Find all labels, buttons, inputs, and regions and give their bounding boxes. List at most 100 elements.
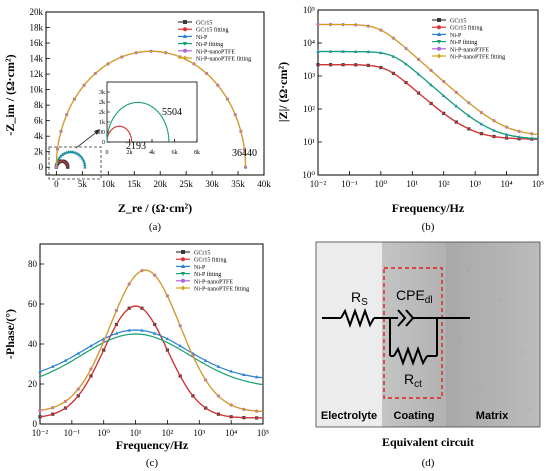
x-tick-label: 10¹ <box>406 179 418 189</box>
inset-y-tick-label: 3k <box>99 90 105 96</box>
legend-label-0: GCr15 <box>450 19 466 25</box>
y-tick-label: 60 <box>28 299 38 309</box>
bode-phase-point-4 <box>38 408 42 413</box>
y-tick-label: 2k <box>34 147 44 157</box>
x-tick-label: 10² <box>162 428 174 438</box>
y-tick-label: 0 <box>33 419 38 429</box>
x-tick-label: 2k <box>127 150 133 156</box>
annotation-5504: 5504 <box>162 107 182 118</box>
legend-label-5: Ni-P-nanoPTFE fitting <box>194 286 249 293</box>
inset-y-tick-label: 500 <box>96 130 105 136</box>
nyquist-point-4 <box>54 165 58 169</box>
bode-phase-line-2 <box>39 329 264 379</box>
coating-region <box>382 242 446 427</box>
bode-modulus-plot-frame <box>317 9 539 176</box>
x-tick-label: 10⁻² <box>310 179 327 189</box>
x-tick-label: 20k <box>153 179 167 189</box>
bode-modulus-x-ticks: 10⁻² 10⁻¹ 10⁰ 10¹ 10² 10³ 10⁴ 10⁵ <box>310 171 544 189</box>
y-tick-label: 12k <box>30 69 44 79</box>
legend-marker-1 <box>181 257 185 262</box>
bode-phase-line-3 <box>39 333 264 386</box>
y-tick-label: 16k <box>30 38 44 48</box>
bode-modulus-line-0 <box>318 64 539 140</box>
x-tick-label: 10⁵ <box>532 179 544 189</box>
bode-phase-point-2 <box>242 372 246 377</box>
x-tick-label: 10² <box>438 179 450 189</box>
zoom-region-box <box>48 146 102 180</box>
legend-label-0: GCr15 <box>194 251 210 257</box>
panel-b-label: (b) <box>422 221 435 233</box>
nyquist-x-label: Z_re / (Ω·cm²) <box>118 201 192 215</box>
bode-phase-chart: 0 20 40 60 80 10⁻² 10⁻¹ 10⁰ 10¹ 10² 10³ 10⁴ 10⁵ GCr… <box>3 243 269 469</box>
y-tick-label: 14k <box>30 54 44 64</box>
rct-resistor <box>393 346 428 366</box>
circuit-wires <box>322 308 470 366</box>
legend-marker-3 <box>436 40 442 44</box>
x-tick-label: 10⁻¹ <box>64 428 81 438</box>
legend-label-3: Ni-P fitting <box>194 271 221 278</box>
x-tick-label: 6k <box>172 150 178 156</box>
x-tick-label: 4k <box>149 150 155 156</box>
legend-label-4: Ni-P-nanoPTFE <box>194 279 233 285</box>
legend-marker-3 <box>182 42 188 46</box>
x-tick-label: 0 <box>106 150 109 156</box>
legend-marker-4 <box>183 48 187 53</box>
x-tick-label: 40k <box>257 179 271 189</box>
x-tick-label: 10¹ <box>130 428 142 438</box>
y-tick-label: 4k <box>34 131 44 141</box>
nyquist-line-3 <box>55 151 86 168</box>
equivalent-circuit-panel: RS CPEdl Rct Electrolyte Coating Matrix … <box>315 241 541 469</box>
nyquist-y-label: -Z_im / (Ω·cm²) <box>3 54 17 135</box>
inset-series <box>106 101 170 143</box>
bode-phase-point-2 <box>152 331 157 335</box>
legend-marker-4 <box>181 278 185 283</box>
zoom-arrow <box>75 130 99 149</box>
legend-marker-3 <box>180 272 186 276</box>
rs-label: RS <box>351 289 368 308</box>
bode-phase-point-2 <box>165 336 170 341</box>
bode-phase-point-2 <box>50 364 55 368</box>
inset-line-3 <box>106 101 170 143</box>
x-tick-label: 10⁰ <box>375 179 388 189</box>
bode-phase-point-2 <box>178 343 182 348</box>
circuit-frame <box>315 241 541 428</box>
legend-label-1: GCr15 fitting <box>450 25 483 32</box>
bode-phase-plot-frame <box>39 243 264 425</box>
cpe-label: CPEdl <box>396 287 433 306</box>
x-tick-label: 10³ <box>193 428 205 438</box>
bode-phase-point-2 <box>76 351 80 355</box>
y-tick-label: 0 <box>39 162 44 172</box>
x-tick-label: 30k <box>205 179 219 189</box>
legend-marker-0 <box>181 250 185 254</box>
bode-phase-point-2 <box>89 343 93 348</box>
annotation-2193: 2193 <box>126 141 146 152</box>
matrix-label: Matrix <box>476 410 509 422</box>
nyquist-inset: 0 2k 4k 6k 8k 0 500 1k 2k 2k 3k <box>96 81 200 156</box>
bode-modulus-line-5 <box>318 23 539 136</box>
legend-marker-2 <box>182 34 188 38</box>
bode-modulus-line-1 <box>318 64 539 140</box>
bode-modulus-y-ticks: 10⁰ 10¹ 10² 10³ 10⁴ 10⁵ <box>302 5 322 180</box>
legend-marker-4 <box>437 46 441 51</box>
x-tick-label: 10⁻¹ <box>341 179 358 189</box>
legend-marker-5 <box>183 55 187 61</box>
bode-phase-point-2 <box>127 328 131 332</box>
x-tick-label: 0 <box>54 179 59 189</box>
y-tick-label: 10² <box>303 104 315 114</box>
bode-phase-point-2 <box>229 369 233 373</box>
nyquist-line-5 <box>55 50 247 168</box>
x-tick-label: 10⁴ <box>501 179 513 189</box>
x-tick-label: 10⁻² <box>32 428 49 438</box>
y-tick-label: 10³ <box>303 71 315 81</box>
bode-phase-point-2 <box>140 328 144 332</box>
inset-frame <box>106 81 198 143</box>
circuit-caption: Equivalent circuit <box>382 435 474 449</box>
rct-label: Rct <box>404 371 422 390</box>
bode-phase-x-label: Frequency/Hz <box>116 438 189 452</box>
y-tick-label: 80 <box>28 259 38 269</box>
nyquist-point-0 <box>66 165 70 169</box>
x-tick-label: 15k <box>127 179 141 189</box>
legend-marker-0 <box>183 20 187 24</box>
matrix-region <box>446 242 540 427</box>
